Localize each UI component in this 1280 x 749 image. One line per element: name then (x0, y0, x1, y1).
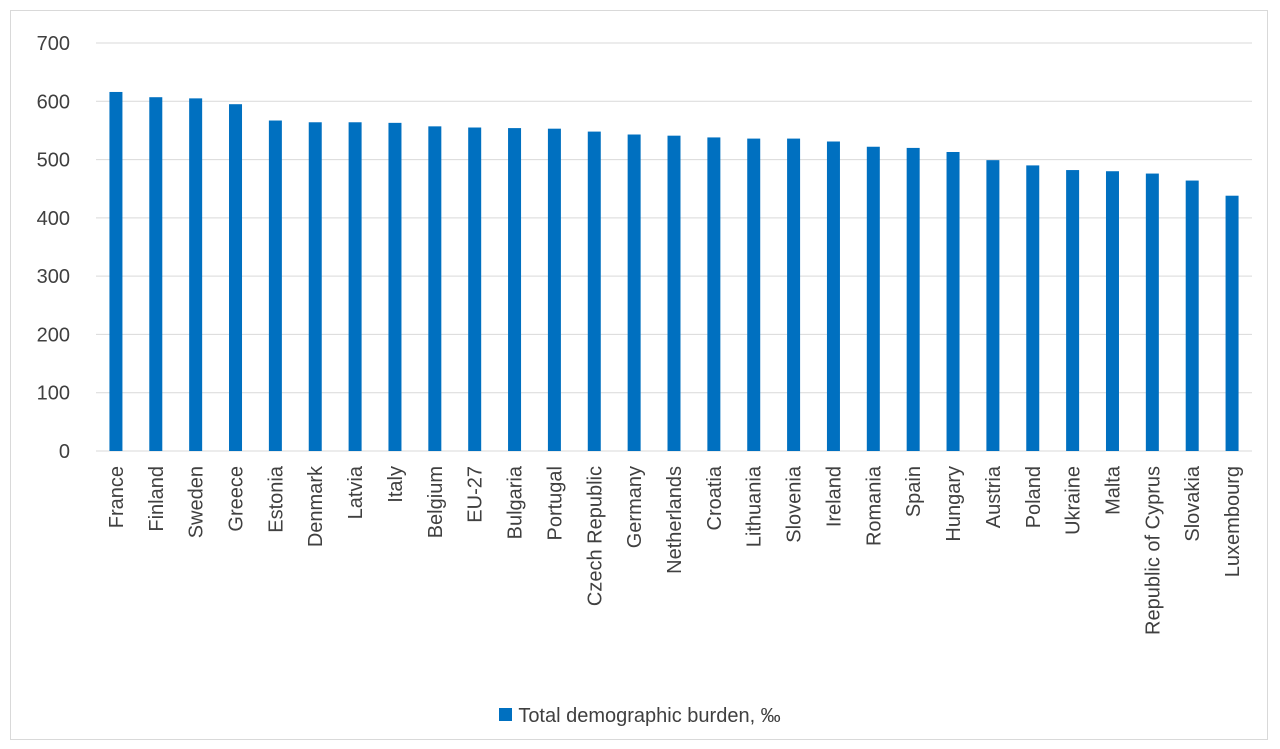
y-tick-label: 200 (37, 324, 70, 346)
y-tick-label: 300 (37, 266, 70, 288)
y-tick-label: 0 (59, 441, 70, 463)
x-tick-label: Spain (903, 466, 925, 517)
bars (109, 91, 1239, 452)
bar (826, 141, 840, 451)
bar (109, 91, 123, 452)
bar (1105, 171, 1119, 451)
bar (1145, 173, 1159, 451)
x-tick-label: Portugal (544, 466, 566, 541)
bar (866, 146, 880, 451)
legend: Total demographic burden, ‰ (0, 701, 1280, 731)
x-tick-label: Ukraine (1063, 466, 1085, 535)
bar (547, 128, 561, 451)
bar (946, 151, 960, 451)
bar (627, 134, 641, 451)
bar (268, 120, 282, 452)
x-tick-label: Republic of Cyprus (1142, 466, 1164, 635)
x-tick-label: Belgium (425, 466, 447, 538)
x-tick-label: Slovenia (784, 465, 806, 543)
bar (1185, 180, 1199, 451)
x-tick-label: Latvia (345, 465, 367, 519)
bar (189, 98, 203, 451)
bar (906, 147, 920, 451)
bar (348, 122, 362, 452)
x-tick-label: France (106, 466, 128, 528)
x-tick-label: Netherlands (664, 466, 686, 574)
x-tick-label: Czech Republic (584, 466, 606, 606)
bar (707, 137, 721, 451)
x-tick-label: Ireland (823, 466, 845, 527)
legend-swatch (499, 708, 513, 722)
x-tick-label: Lithuania (744, 465, 766, 547)
x-tick-label: Luxembourg (1222, 466, 1244, 577)
x-tick-label: Malta (1102, 465, 1124, 515)
bar (1026, 165, 1040, 451)
bar (1066, 170, 1080, 451)
x-tick-label: Bulgaria (505, 465, 527, 539)
bar (388, 122, 402, 451)
legend-label: Total demographic burden, ‰ (518, 705, 781, 727)
bar (667, 135, 681, 451)
x-tick-label: Romania (863, 465, 885, 546)
x-tick-label: Germany (624, 466, 646, 548)
x-tick-label: Denmark (305, 465, 327, 547)
bar (587, 131, 601, 451)
bar (428, 126, 442, 451)
x-tick-label: Austria (983, 465, 1005, 528)
x-tick-label: Slovakia (1182, 465, 1204, 541)
bar (149, 97, 163, 451)
y-tick-label: 700 (37, 33, 70, 55)
y-tick-label: 600 (37, 91, 70, 113)
bar (747, 138, 761, 452)
x-tick-label: Italy (385, 466, 407, 503)
y-tick-label: 500 (37, 150, 70, 172)
bar (986, 160, 1000, 451)
x-tick-label: Greece (226, 466, 248, 532)
bar (1225, 195, 1239, 451)
x-tick-label: Croatia (704, 465, 726, 530)
x-axis-tick-labels: France Finland Sweden Greece Estonia Denmark L… (106, 465, 1244, 635)
bar (468, 127, 482, 451)
bar (787, 138, 801, 452)
x-tick-label: EU-27 (465, 466, 487, 523)
y-tick-label: 400 (37, 208, 70, 230)
bar (308, 122, 322, 452)
x-tick-label: Sweden (186, 466, 208, 538)
x-tick-label: Hungary (943, 466, 965, 542)
y-tick-label: 100 (37, 383, 70, 405)
bar (229, 104, 243, 451)
bar (508, 128, 522, 451)
x-tick-label: Estonia (265, 465, 287, 533)
y-axis-tick-labels: 0 100 200 300 400 500 600 700 (37, 33, 70, 463)
x-tick-label: Poland (1023, 466, 1045, 528)
x-tick-label: Finland (146, 466, 168, 532)
